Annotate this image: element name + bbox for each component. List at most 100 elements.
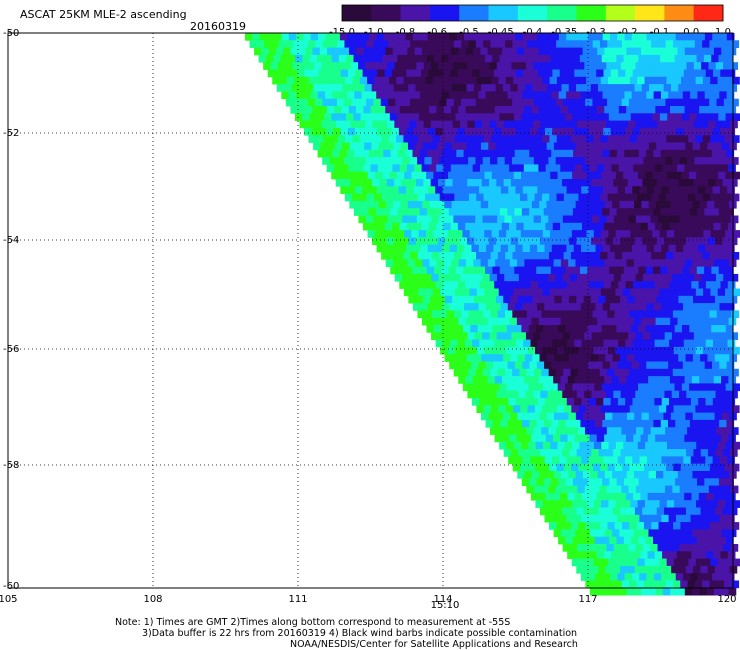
swath-cell bbox=[514, 266, 523, 275]
swath-cell bbox=[464, 244, 472, 253]
swath-cell bbox=[585, 368, 593, 377]
swath-cell bbox=[716, 522, 725, 530]
swath-cell bbox=[522, 419, 530, 428]
swath-cell bbox=[409, 62, 417, 70]
swath-cell bbox=[515, 127, 524, 136]
swath-cell bbox=[603, 186, 611, 194]
swath-cell bbox=[483, 310, 491, 319]
swath-cell bbox=[574, 398, 582, 406]
swath-cell bbox=[384, 186, 392, 194]
swath-cell bbox=[638, 54, 646, 63]
swath-cell bbox=[622, 463, 630, 472]
swath-cell bbox=[475, 273, 483, 282]
swath-cell bbox=[665, 40, 674, 48]
swath-cell bbox=[355, 127, 363, 136]
swath-cell bbox=[458, 259, 467, 267]
swath-cell bbox=[489, 332, 498, 340]
swath-cell bbox=[640, 492, 649, 501]
swath-cell bbox=[583, 412, 591, 421]
swath-cell bbox=[644, 193, 652, 202]
swath-cell bbox=[497, 310, 506, 319]
swath-cell bbox=[256, 40, 265, 48]
swath-cell bbox=[571, 230, 580, 238]
swath-cell bbox=[630, 288, 638, 297]
swath-cell bbox=[551, 478, 559, 486]
swath-cell bbox=[473, 47, 481, 56]
swath-cell bbox=[671, 390, 680, 399]
swath-cell bbox=[459, 354, 467, 362]
swath-cell bbox=[545, 222, 554, 231]
swath-cell bbox=[585, 135, 594, 143]
swath-cell bbox=[571, 288, 580, 297]
swath-cell bbox=[648, 317, 656, 326]
swath-cell bbox=[694, 273, 702, 282]
colorbar-segment bbox=[371, 5, 402, 21]
swath-cell bbox=[536, 266, 544, 275]
swath-cell bbox=[715, 237, 723, 246]
swath-cell bbox=[701, 368, 710, 377]
swath-cell bbox=[535, 171, 544, 180]
swath-cell bbox=[644, 558, 653, 567]
swath-cell bbox=[564, 288, 573, 297]
swath-cell bbox=[690, 398, 699, 406]
swath-cell bbox=[559, 127, 568, 136]
swath-cell bbox=[410, 135, 419, 143]
swath-cell bbox=[471, 33, 479, 41]
swath-cell bbox=[582, 434, 590, 443]
swath-cell bbox=[629, 346, 638, 355]
swath-cell bbox=[615, 288, 624, 297]
swath-cell bbox=[388, 40, 396, 48]
swath-cell bbox=[551, 208, 559, 216]
swath-cell bbox=[672, 580, 681, 589]
swath-cell bbox=[297, 106, 306, 114]
swath-cell bbox=[461, 310, 469, 319]
swath-cell bbox=[381, 193, 390, 202]
swath-cell bbox=[652, 441, 661, 450]
swath-cell bbox=[406, 69, 415, 78]
swath-cell bbox=[412, 208, 421, 216]
swath-cell bbox=[573, 186, 582, 194]
swath-cell bbox=[472, 281, 480, 289]
swath-cell bbox=[517, 471, 525, 479]
swath-cell bbox=[696, 54, 705, 63]
swath-cell bbox=[612, 507, 621, 516]
swath-cell bbox=[637, 76, 645, 85]
swath-cell bbox=[552, 127, 560, 136]
swath-cell bbox=[423, 237, 431, 246]
swath-cell bbox=[658, 40, 667, 48]
swath-cell bbox=[559, 69, 568, 78]
swath-cell bbox=[638, 478, 647, 486]
swath-cell bbox=[386, 142, 394, 151]
swath-cell bbox=[449, 186, 458, 194]
swath-cell bbox=[710, 288, 719, 297]
swath-cell bbox=[573, 244, 582, 253]
swath-cell bbox=[614, 193, 623, 202]
swath-cell bbox=[366, 193, 375, 202]
swath-cell bbox=[484, 383, 493, 392]
swath-cell bbox=[624, 514, 633, 523]
swath-cell bbox=[608, 383, 617, 392]
swath-cell bbox=[263, 62, 271, 70]
swath-cell bbox=[710, 346, 718, 355]
swath-cell bbox=[369, 69, 378, 78]
swath-cell bbox=[632, 551, 641, 559]
swath-cell bbox=[489, 62, 498, 70]
swath-cell bbox=[433, 171, 442, 180]
swath-cell bbox=[610, 303, 618, 311]
swath-cell bbox=[551, 186, 560, 194]
swath-cell bbox=[587, 266, 596, 275]
swath-cell bbox=[731, 40, 740, 48]
swath-cell bbox=[419, 54, 427, 63]
swath-cell bbox=[551, 244, 560, 253]
swath-cell bbox=[636, 368, 644, 377]
swath-cell bbox=[721, 412, 730, 421]
swath-cell bbox=[688, 230, 697, 238]
swath-cell bbox=[569, 449, 578, 457]
swath-cell bbox=[405, 149, 413, 158]
swath-cell bbox=[512, 40, 521, 48]
swath-cell bbox=[597, 47, 605, 56]
swath-cell bbox=[459, 142, 467, 151]
swath-cell bbox=[508, 69, 517, 78]
swath-cell bbox=[571, 558, 580, 567]
swath-cell bbox=[357, 84, 365, 92]
